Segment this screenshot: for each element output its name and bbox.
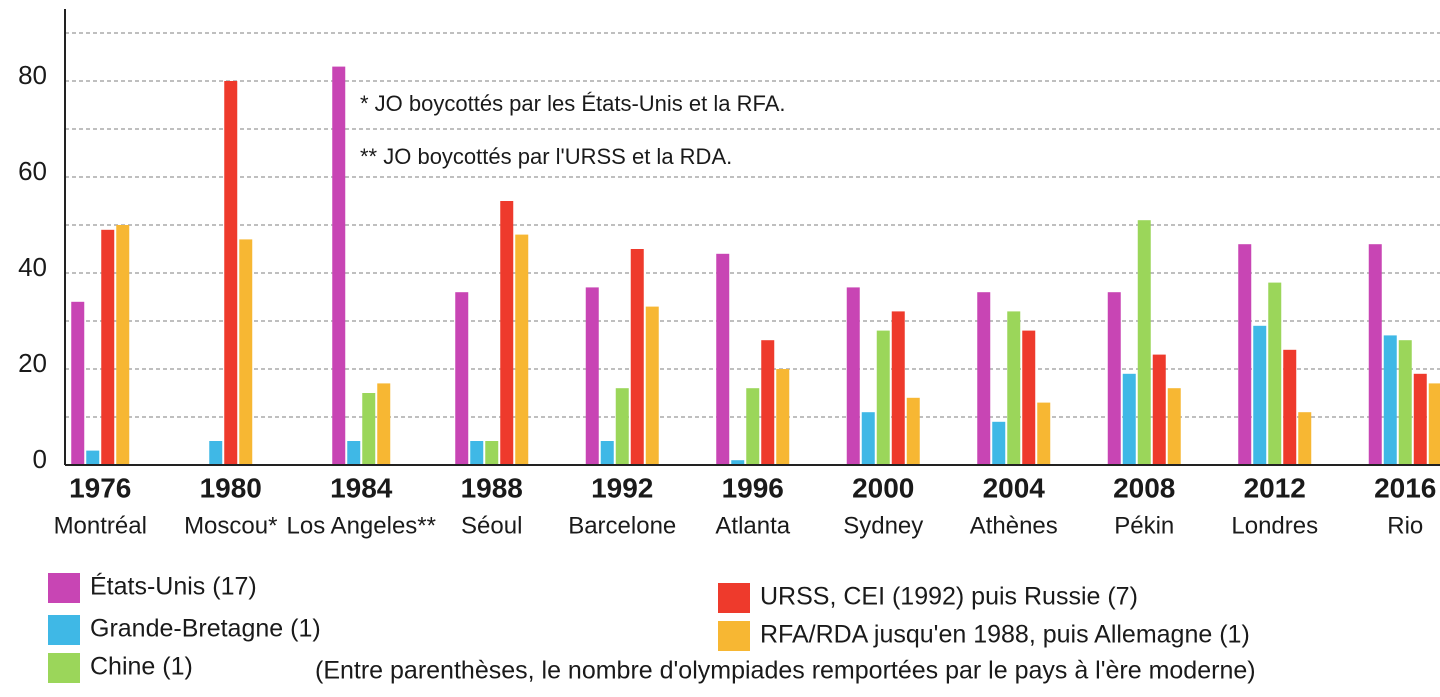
bar [846,287,860,465]
bar [746,388,760,465]
x-tick-label: 2000 [852,472,914,503]
y-tick-label: 80 [18,60,47,90]
bar [1283,349,1297,465]
legend-swatch [718,621,750,651]
bar [1152,354,1166,465]
bar [1383,335,1397,465]
bar [455,292,469,465]
bar [1268,282,1282,465]
bar [891,311,905,465]
legend-label: Chine (1) [90,653,193,681]
bar [1238,244,1252,465]
bar [977,292,991,465]
bar [470,441,484,465]
y-tick-label: 40 [18,252,47,282]
legend-label: RFA/RDA jusqu'en 1988, puis Allemagne (1… [760,621,1250,649]
bar [1298,412,1312,465]
x-tick-sublabel: Atlanta [715,512,790,539]
bar [1368,244,1382,465]
bar [1428,383,1440,465]
bar [906,397,920,465]
bar [377,383,391,465]
x-tick-sublabel: Sydney [843,512,923,539]
x-tick-label: 2016 [1374,472,1436,503]
bar [209,441,223,465]
bar [1107,292,1121,465]
x-tick-label: 1992 [591,472,653,503]
bar [1137,220,1151,465]
annotation: ** JO boycottés par l'URSS et la RDA. [360,144,732,169]
legend-label: États-Unis (17) [90,572,257,601]
bar [1167,388,1181,465]
bar [362,393,376,465]
bar [645,306,659,465]
bar [861,412,875,465]
bar [615,388,629,465]
x-tick-sublabel: Los Angeles** [287,512,436,539]
y-tick-label: 20 [18,348,47,378]
x-tick-sublabel: Barcelone [568,512,676,539]
x-tick-sublabel: Pékin [1114,512,1174,539]
bar [876,330,890,465]
legend-note: (Entre parenthèses, le nombre d'olympiad… [315,657,1256,685]
bar [585,287,599,465]
bar [1007,311,1021,465]
x-tick-sublabel: Moscou* [184,512,277,539]
x-tick-sublabel: Londres [1231,512,1318,539]
legend-swatch [718,583,750,613]
bar [992,421,1006,465]
bar [86,450,100,465]
x-tick-label: 1984 [330,472,393,503]
bar [116,225,130,465]
bar [630,249,644,465]
bar [731,460,745,465]
x-tick-sublabel: Séoul [461,512,522,539]
legend-label: URSS, CEI (1992) puis Russie (7) [760,583,1138,611]
legend-swatch [48,653,80,683]
bar [1122,373,1136,465]
legend-swatch [48,573,80,603]
bar [485,441,499,465]
x-tick-label: 1980 [200,472,262,503]
x-tick-label: 2012 [1244,472,1306,503]
bar [101,229,115,465]
annotation: * JO boycottés par les États-Unis et la … [360,91,786,116]
bar [239,239,253,465]
y-tick-label: 60 [18,156,47,186]
bar [1022,330,1036,465]
bar [1413,373,1427,465]
bar [224,81,238,465]
x-tick-sublabel: Athènes [970,512,1058,539]
bar [71,301,85,465]
bar [1398,340,1412,465]
bar [761,340,775,465]
x-tick-sublabel: Montréal [54,512,147,539]
legend-swatch [48,615,80,645]
bar [776,369,790,465]
x-tick-label: 2008 [1113,472,1175,503]
bar [500,201,514,465]
x-tick-label: 1996 [722,472,784,503]
x-tick-sublabel: Rio [1387,512,1423,539]
bar [347,441,361,465]
bar [716,253,730,465]
bar [515,234,529,465]
y-tick-label: 0 [33,444,47,474]
legend-label: Grande-Bretagne (1) [90,615,321,643]
bar [332,66,346,465]
x-tick-label: 1988 [461,472,523,503]
x-tick-label: 2004 [983,472,1046,503]
x-tick-label: 1976 [69,472,131,503]
bar [600,441,614,465]
bar [1253,325,1267,465]
bar [1037,402,1051,465]
